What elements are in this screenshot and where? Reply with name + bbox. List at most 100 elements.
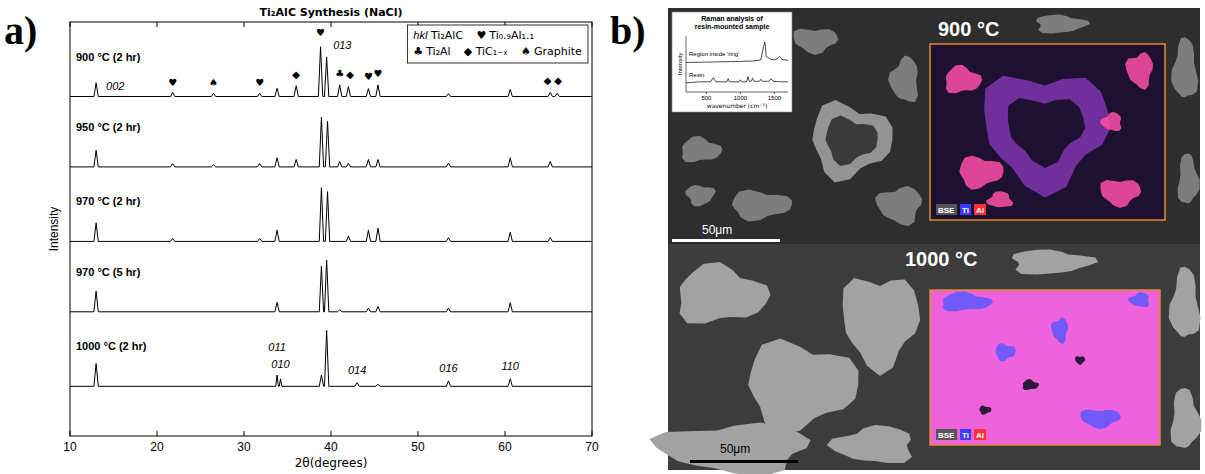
inset-x-tick-label: 1000 (734, 95, 748, 101)
legend-symbol: hkl (413, 29, 428, 41)
channel-swatch (960, 429, 971, 440)
hkl-label: 110 (501, 360, 519, 372)
panel-b: b)BSETiAl900 °C50μmBSETiAl1000 °C50μmRam… (610, 8, 1202, 474)
x-tick (157, 22, 158, 27)
eds-ti (984, 76, 1110, 198)
eds-al (984, 76, 1110, 198)
sem-particle (682, 136, 723, 162)
channel-label: Al (976, 206, 984, 215)
raman-trace-label: Resin (689, 72, 704, 78)
sem-particle (1171, 388, 1202, 448)
plot-frame (70, 22, 592, 436)
eds-core (1008, 98, 1085, 168)
scale-bar-label: 50μm (702, 223, 732, 237)
x-tick (244, 22, 245, 27)
x-tick (70, 431, 71, 436)
sem-particle (680, 262, 771, 323)
inset-x-title: wavenumber (cm⁻¹) (707, 102, 768, 109)
hkl-label: 011 (268, 341, 286, 353)
sem-particle (1036, 15, 1090, 34)
eds-al (959, 155, 1003, 189)
sem-image (668, 8, 1200, 244)
legend-symbol: ◆ (464, 45, 473, 58)
sem-particle (1169, 267, 1201, 337)
figure: a)Ti₂AlC Synthesis (NaCl)102030405060702… (0, 0, 1205, 474)
eds-al (1100, 112, 1121, 131)
phase-marker: ♥ (168, 77, 177, 88)
inset-x-tick-label: 500 (701, 95, 712, 101)
sem-particle (793, 29, 838, 55)
temperature-label: 1000 °C (905, 248, 978, 270)
hkl-label: 013 (333, 39, 352, 51)
channel-swatch (974, 429, 986, 440)
inset-x-tick (774, 92, 775, 94)
x-tick (418, 431, 419, 436)
eds-al (946, 65, 982, 94)
eds-ti (1080, 410, 1121, 430)
sem-ring (812, 100, 892, 183)
temperature-label: 900 °C (938, 18, 999, 40)
eds-map (930, 290, 1160, 445)
sem-particle (649, 423, 810, 474)
trace-label: 1000 °C (2 hr) (76, 340, 147, 352)
legend-symbol: ♠ (521, 45, 531, 58)
scale-bar-label: 50μm (720, 442, 750, 456)
raman-trace (686, 42, 788, 62)
phase-marker: ♥ (373, 68, 382, 79)
x-tick (592, 22, 593, 27)
eds-pore (1023, 379, 1039, 390)
phase-marker: ♥ (255, 77, 264, 88)
raman-inset: Raman analysis ofresin-mounted sample 500… (672, 12, 792, 112)
x-tick (331, 22, 332, 27)
phase-marker: ◆ (292, 69, 300, 80)
panel-label: b) (610, 8, 646, 53)
legend-label: Ti₂AlC (430, 29, 463, 42)
x-tick (70, 22, 71, 27)
sem-particle (875, 186, 922, 226)
x-tick-label: 60 (498, 440, 512, 454)
sem-particle (1171, 37, 1198, 97)
legend: hklTi₂AlC♥Ti₀.₉Al₁.₁♣Ti₂Al◆TiC₁₋ₓ♠Graphi… (407, 25, 588, 63)
xrd-trace (70, 260, 592, 312)
y-axis-title: Intensity (47, 207, 61, 252)
channel-swatch (974, 204, 986, 215)
trace-label: 970 °C (2 hr) (76, 195, 141, 207)
channel-label: BSE (938, 206, 955, 215)
x-tick-label: 40 (324, 440, 338, 454)
x-tick (592, 431, 593, 436)
trace-label: 970 °C (5 hr) (76, 266, 141, 278)
channel-label: BSE (938, 431, 955, 440)
micrograph: BSETiAl1000 °C50μm (649, 244, 1201, 474)
channel-label: Ti (962, 206, 969, 215)
micrograph: BSE Ti Al 900 °C 50μm (668, 8, 1200, 244)
inset-traces (686, 42, 788, 83)
hkl-label: 010 (271, 358, 290, 370)
sem-particle (685, 185, 716, 207)
legend-symbol: ♣ (413, 45, 423, 58)
hkl-label: 016 (439, 362, 458, 374)
sem-particle (732, 190, 792, 222)
hkl-label: 014 (348, 364, 366, 376)
sem-particle (827, 425, 912, 463)
inset-title: Raman analysis ofresin-mounted sample (695, 15, 770, 31)
x-tick (505, 431, 506, 436)
legend-label: Ti₂Al (425, 45, 450, 58)
scale-bar (690, 460, 798, 463)
channel-swatch (936, 204, 957, 215)
xrd-trace (70, 117, 592, 167)
sem-ring-core (826, 116, 878, 166)
eds-pore (979, 406, 991, 415)
legend-box (407, 25, 588, 63)
phase-marker: ♥ (316, 27, 325, 38)
eds-ti (943, 291, 994, 311)
x-tick-label: 30 (237, 440, 251, 454)
x-tick-label: 20 (150, 440, 164, 454)
eds-al (1100, 180, 1141, 208)
inset-x-tick (740, 92, 741, 94)
inset-y-axis (686, 36, 687, 92)
phase-marker: ◆ (544, 75, 552, 86)
sem-particle (888, 55, 918, 102)
x-tick-label: 10 (63, 440, 77, 454)
sem-particle (843, 278, 921, 376)
eds-al (1125, 52, 1153, 90)
